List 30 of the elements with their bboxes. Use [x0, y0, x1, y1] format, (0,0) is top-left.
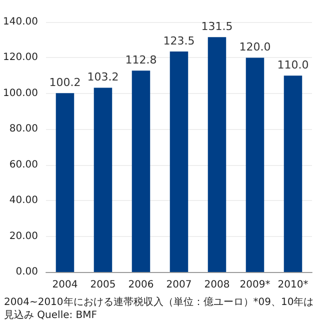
bar: [94, 88, 112, 272]
data-label: 123.5: [163, 34, 195, 48]
y-tick-label: 20.00: [9, 230, 38, 242]
y-tick-label: 140.00: [2, 16, 38, 28]
y-tick-label: 120.00: [2, 52, 38, 64]
x-tick-label: 2005: [90, 280, 116, 290]
y-tick-label: 100.00: [2, 88, 38, 99]
bar: [132, 70, 150, 272]
data-label: 112.8: [125, 54, 157, 67]
bar: [246, 58, 264, 272]
data-label: 103.2: [87, 70, 119, 84]
data-label: 100.2: [49, 76, 81, 90]
x-tick-label: 2007: [166, 280, 192, 290]
data-label: 120.0: [239, 40, 271, 54]
data-label: 131.5: [201, 20, 233, 34]
bar: [170, 51, 188, 272]
data-label: 110.0: [277, 58, 309, 72]
x-tick-label: 2006: [128, 280, 154, 290]
bar: [208, 37, 226, 272]
x-tick-label: 2004: [52, 280, 78, 290]
y-tick-label: 0.00: [16, 266, 38, 278]
text: 2004~2010年における連帯税収入（単位：億ユーロ）*09、10年は見込み Quelle: BMF: [4, 296, 315, 322]
y-tick-label: 80.00: [9, 124, 38, 135]
y-tick-label: 60.00: [9, 159, 38, 170]
y-tick-label: 40.00: [9, 195, 38, 206]
bar: [56, 93, 74, 272]
x-tick-label: 2009*: [240, 280, 270, 290]
bar: [284, 76, 302, 272]
x-tick-label: 2008: [204, 280, 230, 290]
x-tick-label: 2010*: [278, 280, 308, 290]
